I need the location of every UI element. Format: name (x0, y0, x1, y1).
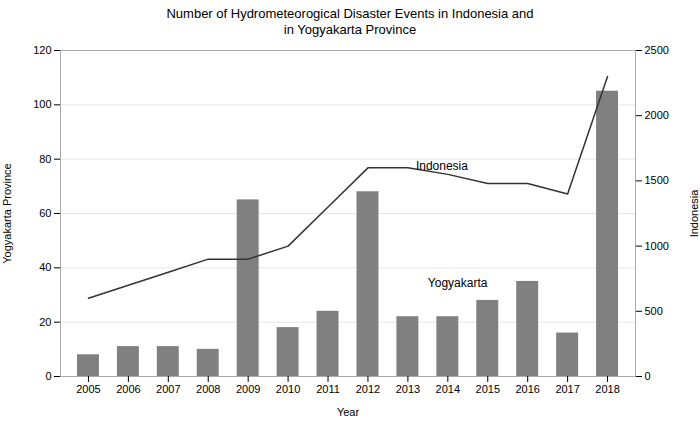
svg-text:1000: 1000 (645, 240, 669, 252)
svg-text:0: 0 (645, 370, 651, 382)
svg-text:2013: 2013 (396, 383, 420, 395)
svg-text:2006: 2006 (116, 383, 140, 395)
svg-text:Yogyakarta: Yogyakarta (428, 276, 488, 290)
html-text:Number of Hydrometeorogical Di: Number of Hydrometeorogical Disaster Eve… (166, 6, 534, 37)
svg-text:2000: 2000 (645, 109, 669, 121)
svg-text:Indonesia: Indonesia (688, 189, 700, 238)
svg-text:2005: 2005 (76, 383, 100, 395)
svg-text:2010: 2010 (276, 383, 300, 395)
svg-text:2500: 2500 (645, 44, 669, 56)
svg-text:1500: 1500 (645, 174, 669, 186)
svg-text:0: 0 (45, 370, 51, 382)
svg-text:20: 20 (39, 316, 51, 328)
svg-text:2016: 2016 (515, 383, 539, 395)
svg-text:Year: Year (337, 406, 360, 418)
svg-text:40: 40 (39, 261, 51, 273)
svg-text:2015: 2015 (476, 383, 500, 395)
svg-text:2011: 2011 (316, 383, 340, 395)
svg-text:2008: 2008 (196, 383, 220, 395)
svg-text:2017: 2017 (555, 383, 579, 395)
svg-text:2018: 2018 (595, 383, 619, 395)
svg-text:120: 120 (33, 44, 51, 56)
svg-text:80: 80 (39, 153, 51, 165)
svg-text:60: 60 (39, 207, 51, 219)
svg-text:2009: 2009 (236, 383, 260, 395)
svg-text:100: 100 (33, 98, 51, 110)
svg-text:2007: 2007 (156, 383, 180, 395)
svg-text:Indonesia: Indonesia (416, 159, 468, 173)
svg-text:2012: 2012 (356, 383, 380, 395)
svg-text:Yogyakarta Province: Yogyakarta Province (1, 163, 13, 264)
svg-text:500: 500 (645, 305, 663, 317)
svg-text:2014: 2014 (436, 383, 460, 395)
